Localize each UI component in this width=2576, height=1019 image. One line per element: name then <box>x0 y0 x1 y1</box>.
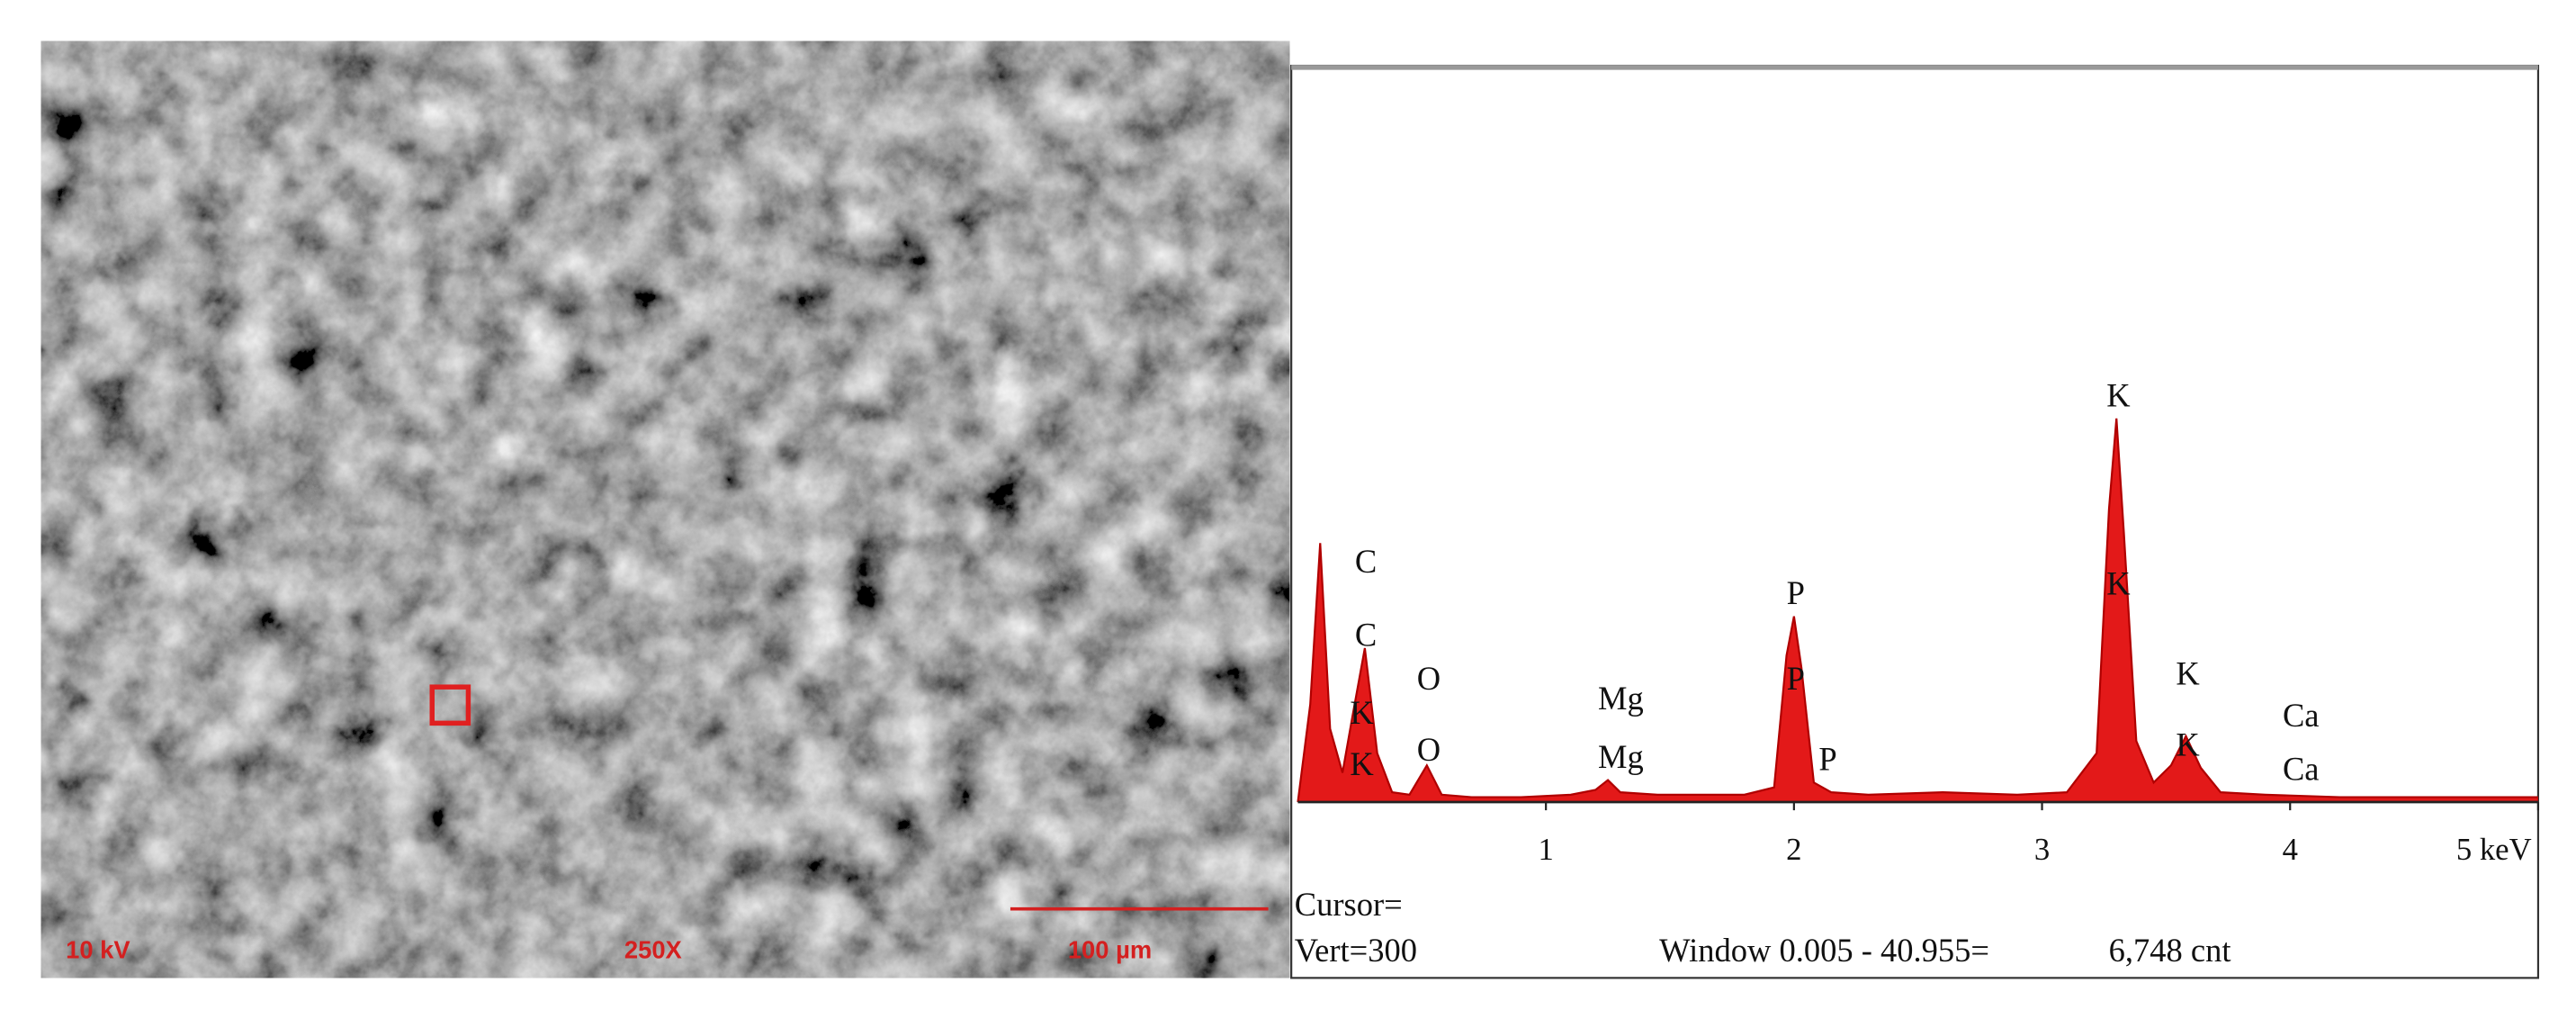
peak-label: Mg <box>1598 680 1644 717</box>
peak-label: C <box>1355 616 1377 653</box>
peak-label: K <box>2106 376 2130 413</box>
status-text: Cursor= <box>1295 886 1403 923</box>
peak-label: K <box>2176 655 2199 692</box>
peak-label: C <box>1355 543 1377 580</box>
peak-label: Mg <box>1598 738 1644 775</box>
peak-label: K <box>1350 745 1373 782</box>
status-text: Vert=300 <box>1295 932 1417 969</box>
spectrum-line <box>1297 418 2538 803</box>
peak-label: K <box>2106 564 2130 601</box>
sem-texture <box>40 41 1290 978</box>
status-text: Window 0.005 - 40.955= <box>1659 932 1989 969</box>
peak-label: K <box>1350 694 1373 731</box>
x-tick-label: 4 <box>2283 832 2298 867</box>
peak-label: O <box>1417 731 1441 768</box>
peak-label: Ca <box>2283 751 2320 788</box>
spectrum-frame <box>1290 64 2540 979</box>
peak-label: P <box>1787 574 1805 611</box>
x-tick-label: 2 <box>1786 832 1801 867</box>
status-text: 6,748 cnt <box>2109 932 2231 969</box>
x-tick-label: 5 keV <box>2456 832 2532 867</box>
peak-label: P <box>1818 741 1836 778</box>
x-tick-label: 1 <box>1538 832 1553 867</box>
sem-label: 10 kV <box>66 935 130 963</box>
sem-label: 100 µm <box>1068 935 1152 963</box>
sem-label: 250X <box>624 935 683 963</box>
peak-label: P <box>1787 660 1805 697</box>
peak-label: K <box>2176 726 2199 762</box>
sem-image: 10 kV 250X 100 µm <box>40 41 1290 978</box>
x-tick-label: 3 <box>2034 832 2050 867</box>
peak-label: Ca <box>2283 697 2320 734</box>
peak-label: O <box>1417 660 1441 697</box>
analysis-marker <box>429 684 471 726</box>
